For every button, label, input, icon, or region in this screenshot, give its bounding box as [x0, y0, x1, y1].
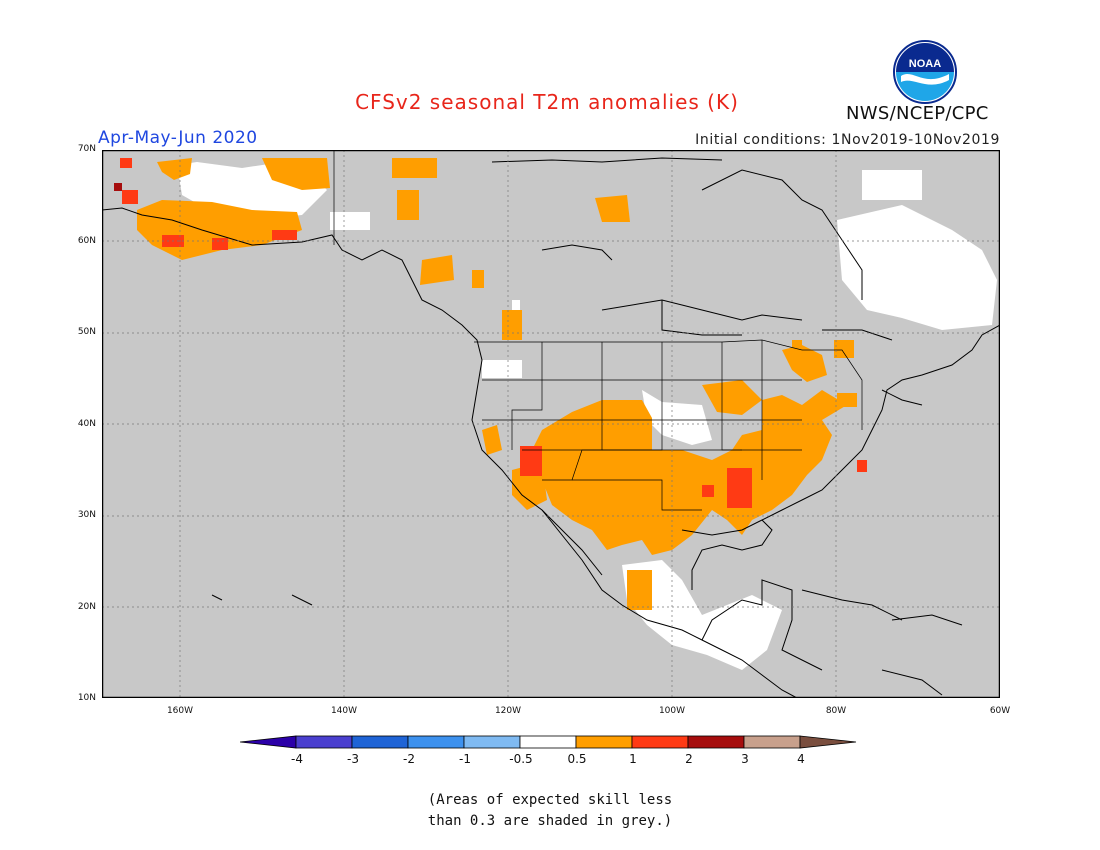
coastlines [102, 157, 1000, 698]
colorbar-label: 3 [741, 752, 749, 766]
lat-label: 70N [77, 144, 96, 154]
colorbar-arrow-high [799, 735, 857, 749]
colorbar-cell [687, 735, 745, 749]
colorbar-label: 4 [797, 752, 805, 766]
lon-label: 60W [989, 706, 1011, 716]
lon-label: 140W [330, 706, 358, 716]
colorbar-label: -3 [347, 752, 359, 766]
season-label: Apr-May-Jun 2020 [98, 128, 258, 148]
colorbar-label: -0.5 [509, 752, 533, 766]
lon-label: 120W [494, 706, 522, 716]
colorbar-cell [407, 735, 465, 749]
colorbar-arrow-low [240, 735, 297, 749]
lat-label: 40N [77, 419, 96, 429]
skill-note: (Areas of expected skill less than 0.3 a… [0, 790, 1100, 832]
grid-lines [102, 150, 1000, 698]
colorbar-label: -2 [403, 752, 415, 766]
orange-anomaly-regions [137, 158, 857, 610]
lat-label: 60N [77, 236, 96, 246]
skill-note-line: (Areas of expected skill less [427, 792, 673, 808]
colorbar-label: 1 [629, 752, 637, 766]
colorbar-cell [519, 735, 577, 749]
lon-label: 160W [166, 706, 194, 716]
colorbar-cell [351, 735, 409, 749]
red-anomaly-regions [120, 158, 867, 508]
lat-label: 30N [77, 510, 96, 520]
colorbar-label: -4 [291, 752, 303, 766]
political-borders [333, 150, 863, 511]
colorbar [240, 735, 857, 749]
anomaly-map [102, 150, 1000, 698]
colorbar-cell [295, 735, 353, 749]
colorbar-label: 0.5 [567, 752, 587, 766]
colorbar-cell [463, 735, 521, 749]
logo-text: NOAA [909, 58, 941, 70]
colorbar-cell [743, 735, 801, 749]
colorbar-cell [631, 735, 689, 749]
dark-red-anomaly-regions [114, 183, 122, 191]
lat-label: 50N [77, 327, 96, 337]
map-border [102, 150, 1000, 698]
noaa-logo: NOAA [893, 40, 957, 104]
map-title: CFSv2 seasonal T2m anomalies (K) [355, 90, 739, 114]
lon-label: 80W [825, 706, 847, 716]
initial-conditions-label: Initial conditions: 1Nov2019-10Nov2019 [695, 132, 1000, 148]
lon-label: 100W [658, 706, 686, 716]
agency-label: NWS/NCEP/CPC [846, 103, 989, 124]
lat-label: 20N [77, 602, 96, 612]
colorbar-cell [575, 735, 633, 749]
colorbar-label: 2 [685, 752, 693, 766]
colorbar-label: -1 [459, 752, 471, 766]
lat-label: 10N [77, 693, 96, 703]
skill-note-line: than 0.3 are shaded in grey.) [427, 813, 673, 829]
